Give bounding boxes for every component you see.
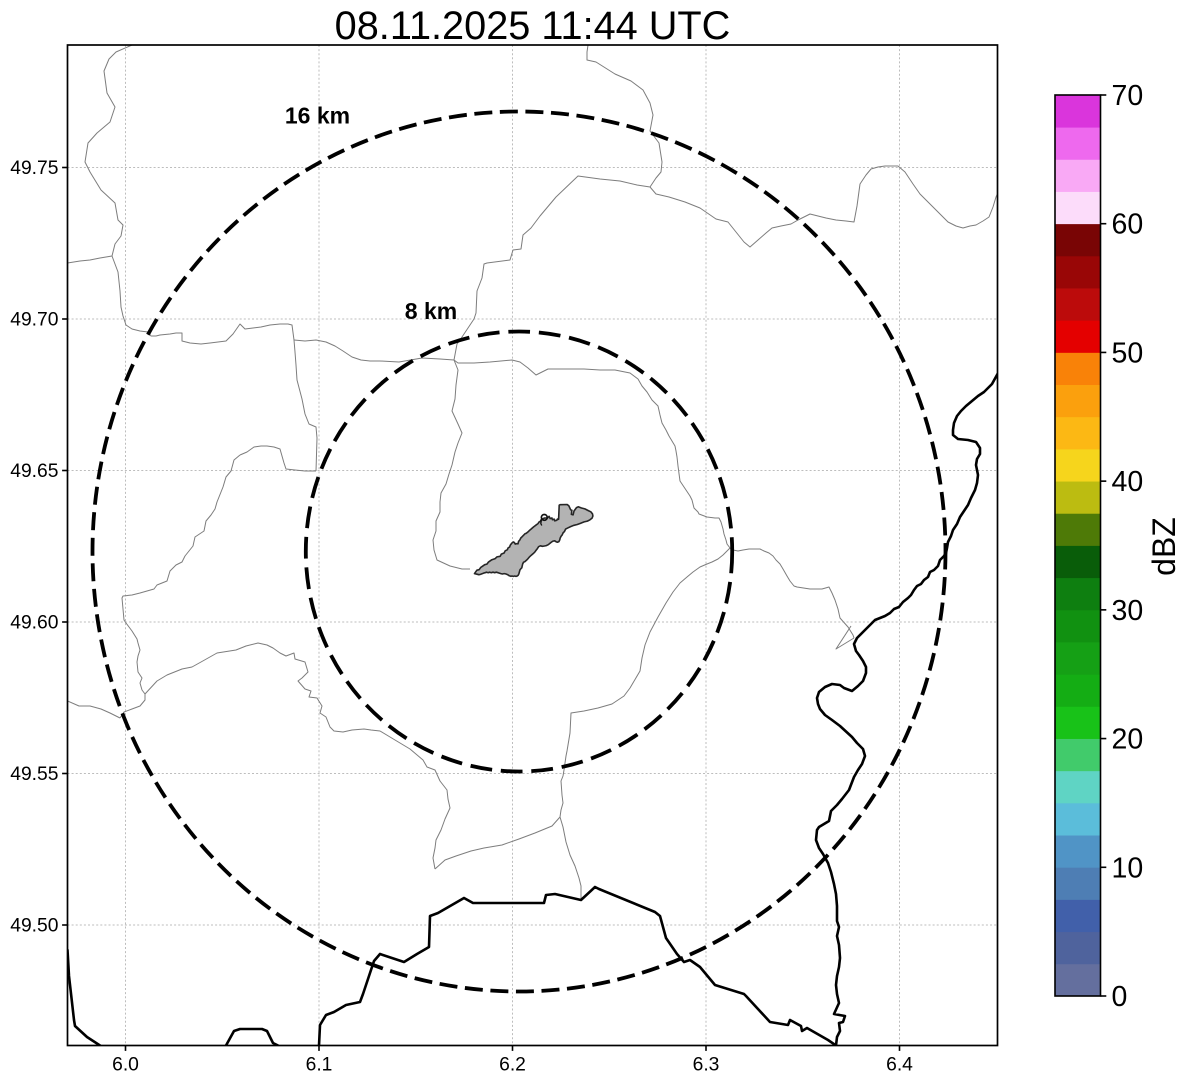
svg-text:20: 20 xyxy=(1112,724,1144,756)
svg-text:49.65: 49.65 xyxy=(10,461,58,482)
svg-text:6.3: 6.3 xyxy=(693,1055,720,1076)
svg-text:49.55: 49.55 xyxy=(10,764,58,785)
svg-text:49.75: 49.75 xyxy=(10,158,58,179)
svg-text:8 km: 8 km xyxy=(405,298,457,324)
svg-text:49.60: 49.60 xyxy=(10,613,58,634)
svg-text:08.11.2025 11:44 UTC: 08.11.2025 11:44 UTC xyxy=(335,4,731,48)
svg-text:0: 0 xyxy=(1112,981,1128,1013)
svg-text:50: 50 xyxy=(1112,337,1144,369)
svg-text:6.2: 6.2 xyxy=(499,1055,526,1076)
svg-text:6.4: 6.4 xyxy=(886,1055,913,1076)
svg-text:40: 40 xyxy=(1112,466,1144,498)
svg-text:60: 60 xyxy=(1112,209,1144,241)
svg-text:49.70: 49.70 xyxy=(10,310,58,331)
svg-text:10: 10 xyxy=(1112,852,1144,884)
svg-text:30: 30 xyxy=(1112,595,1144,627)
svg-text:49.50: 49.50 xyxy=(10,916,58,937)
svg-text:16 km: 16 km xyxy=(285,103,350,129)
svg-text:70: 70 xyxy=(1112,80,1144,112)
svg-text:6.0: 6.0 xyxy=(112,1055,139,1076)
svg-text:6.1: 6.1 xyxy=(306,1055,333,1076)
svg-text:dBZ: dBZ xyxy=(1146,517,1182,576)
